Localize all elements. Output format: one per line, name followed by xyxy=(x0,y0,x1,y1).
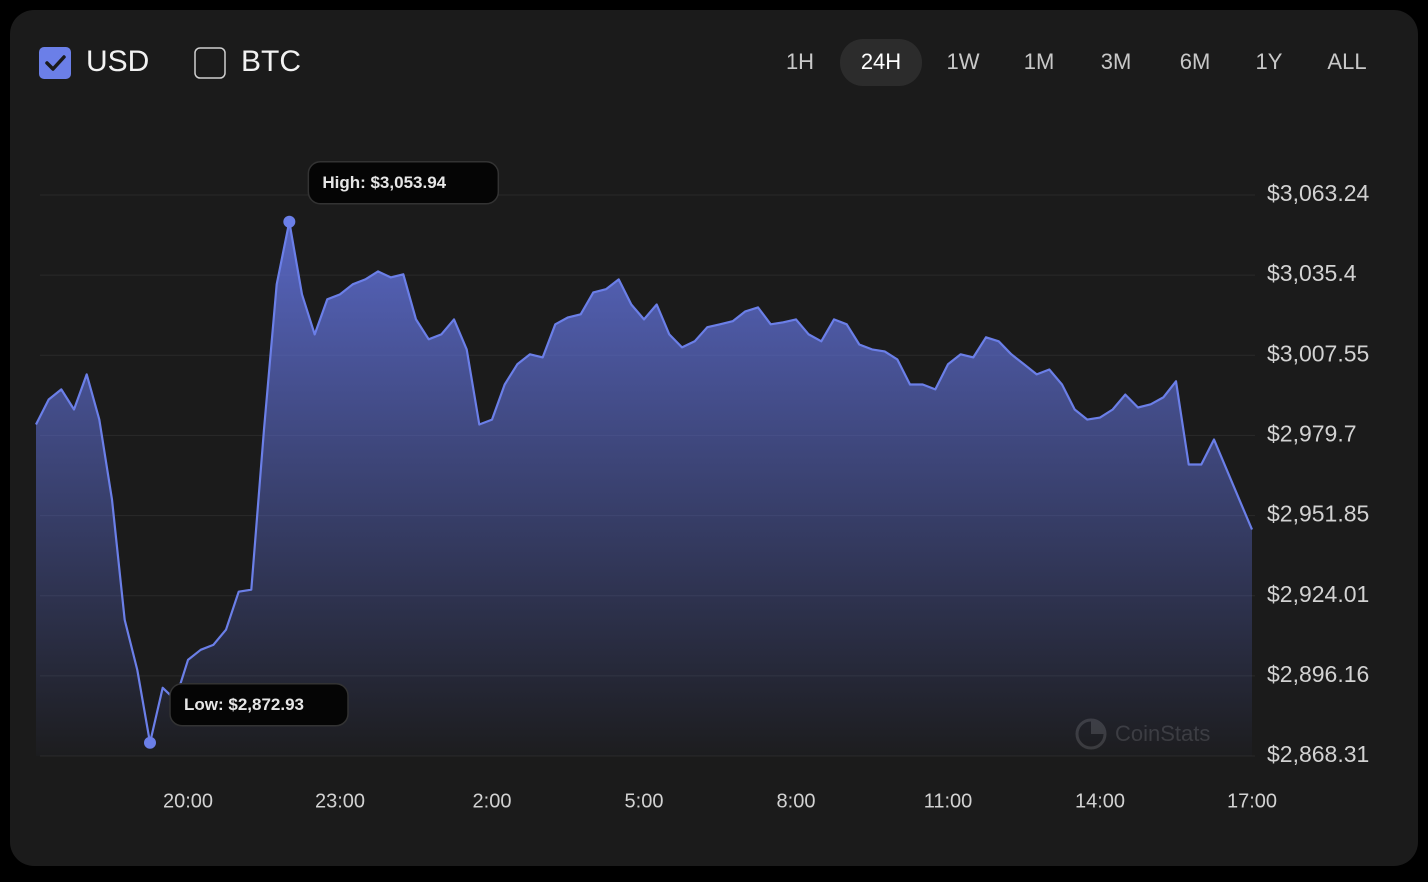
y-tick-label: $2,979.7 xyxy=(1267,421,1357,447)
range-button[interactable]: 24H xyxy=(840,39,922,86)
y-tick-label: $3,063.24 xyxy=(1267,180,1370,206)
range-button[interactable]: 6M xyxy=(1180,49,1211,74)
range-button[interactable]: 1Y xyxy=(1256,49,1283,74)
range-button[interactable]: 1H xyxy=(786,49,814,74)
currency-label: USD xyxy=(86,45,149,78)
annotation-label: High: $3,053.94 xyxy=(322,173,446,192)
annotation-box xyxy=(169,682,349,727)
checkmark xyxy=(45,55,66,71)
area xyxy=(36,221,1252,757)
annotation-label: Low: $2,872.93 xyxy=(184,695,304,714)
currency-label: BTC xyxy=(241,45,301,78)
x-tick-label: 23:00 xyxy=(315,790,365,812)
range-label: 1H xyxy=(786,49,814,74)
annotation-box xyxy=(307,161,500,205)
y-tick-label: $2,924.01 xyxy=(1267,581,1369,607)
annotation-dot xyxy=(144,736,156,749)
y-tick-label: $3,007.55 xyxy=(1267,340,1369,366)
checkbox-checked xyxy=(39,47,71,79)
currency-toggle[interactable]: BTC xyxy=(194,45,301,79)
x-tick-label: 8:00 xyxy=(777,790,816,812)
range-button[interactable]: 1W xyxy=(947,49,980,74)
y-tick-label: $2,896.16 xyxy=(1267,661,1369,687)
x-tick-label: 5:00 xyxy=(625,790,664,812)
range-selected-bg xyxy=(840,39,922,86)
range-label: 1Y xyxy=(1256,49,1283,74)
x-tick-label: 14:00 xyxy=(1075,790,1125,812)
y-tick-label: $2,951.85 xyxy=(1267,501,1369,527)
x-tick-label: 2:00 xyxy=(473,790,512,812)
annotation-dot xyxy=(283,215,296,228)
range-label: 6M xyxy=(1180,49,1211,74)
range-button[interactable]: 3M xyxy=(1101,49,1132,74)
range-label: ALL xyxy=(1327,49,1366,74)
x-tick-label: 20:00 xyxy=(163,790,213,812)
x-tick-label: 17:00 xyxy=(1227,790,1277,812)
range-label: 1M xyxy=(1024,49,1055,74)
y-tick-label: $2,868.31 xyxy=(1267,741,1369,767)
x-tick-label: 11:00 xyxy=(924,790,973,812)
y-tick-label: $3,035.4 xyxy=(1267,260,1357,286)
range-label: 3M xyxy=(1101,49,1132,74)
line xyxy=(35,220,1254,744)
range-button[interactable]: ALL xyxy=(1327,49,1366,74)
range-button[interactable]: 1M xyxy=(1024,49,1055,74)
range-label: 24H xyxy=(861,49,901,74)
range-label: 1W xyxy=(947,49,980,74)
checkbox xyxy=(194,47,226,79)
currency-toggle[interactable]: USD xyxy=(39,45,149,79)
